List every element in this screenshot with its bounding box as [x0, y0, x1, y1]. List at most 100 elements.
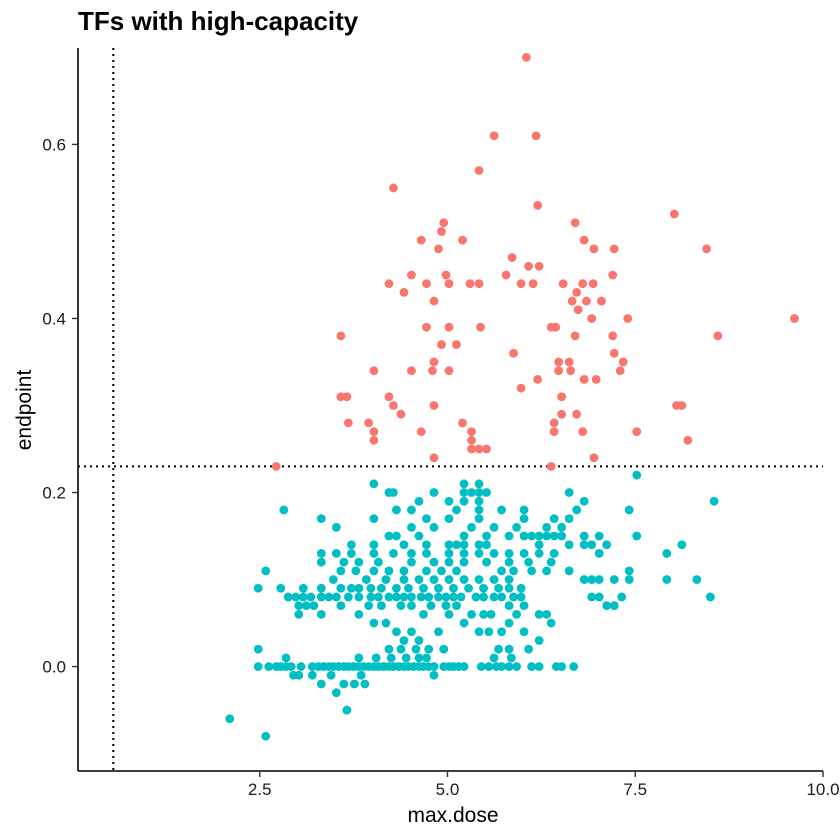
data-point — [384, 279, 394, 289]
data-point — [336, 583, 346, 593]
data-point — [572, 505, 582, 515]
data-point — [343, 592, 353, 602]
data-point — [519, 601, 529, 611]
data-point — [564, 566, 574, 576]
data-point — [392, 505, 401, 515]
data-point — [458, 235, 467, 245]
data-point — [407, 592, 416, 602]
data-point — [261, 566, 271, 576]
data-point — [354, 583, 364, 593]
data-point — [524, 644, 534, 654]
data-point — [439, 644, 449, 654]
x-tick-label: 7.5 — [623, 780, 647, 799]
data-point — [452, 601, 461, 611]
data-point — [374, 557, 383, 567]
data-point — [497, 505, 506, 515]
data-point — [618, 357, 628, 367]
data-point — [489, 592, 499, 602]
x-axis-ticks: 2.5 5.0 7.5 10.0 — [248, 771, 840, 799]
data-point — [474, 479, 484, 489]
data-point — [416, 427, 426, 437]
data-point — [271, 462, 281, 471]
data-point — [392, 592, 401, 602]
data-point — [459, 488, 469, 497]
data-point — [609, 348, 619, 358]
data-point — [504, 583, 514, 593]
data-point — [542, 609, 552, 619]
data-point — [531, 131, 541, 141]
data-point — [497, 662, 506, 671]
data-point — [316, 514, 326, 524]
data-point — [587, 592, 597, 602]
data-point — [594, 592, 604, 602]
data-point — [474, 166, 484, 175]
data-point — [489, 131, 499, 141]
data-point — [504, 644, 514, 654]
data-point — [467, 427, 476, 437]
data-point — [377, 583, 386, 593]
data-point — [429, 296, 439, 306]
data-point — [429, 670, 439, 680]
data-point — [519, 514, 529, 524]
data-point — [467, 435, 476, 445]
data-point — [264, 662, 274, 671]
y-axis-label: endpoint — [13, 370, 36, 451]
data-point — [524, 557, 534, 567]
data-point — [316, 583, 326, 593]
data-point — [615, 366, 625, 376]
data-point — [346, 549, 356, 558]
data-point — [384, 644, 394, 654]
data-point — [441, 601, 451, 611]
y-tick-label: 0.0 — [42, 658, 66, 677]
x-axis-label: max.dose — [407, 804, 498, 827]
data-point — [399, 592, 409, 602]
data-point — [484, 662, 494, 671]
data-point — [564, 514, 574, 524]
data-point — [558, 279, 568, 289]
data-point — [407, 627, 416, 637]
data-point — [389, 401, 398, 410]
data-point — [573, 305, 583, 315]
data-point — [504, 557, 514, 567]
data-point — [497, 627, 506, 637]
data-point — [459, 557, 469, 567]
data-point — [564, 488, 574, 497]
data-point — [369, 427, 379, 437]
data-point — [608, 331, 618, 341]
data-point — [790, 314, 799, 323]
data-point — [579, 496, 589, 506]
data-point — [371, 653, 381, 663]
data-point — [527, 566, 537, 576]
data-point — [396, 601, 406, 611]
data-point — [683, 435, 693, 445]
data-point — [294, 601, 304, 611]
data-point — [489, 522, 499, 532]
data-point — [624, 566, 634, 576]
data-point — [342, 705, 352, 715]
data-point — [414, 575, 424, 584]
data-point — [396, 409, 406, 419]
data-point — [384, 531, 394, 541]
data-point — [281, 653, 291, 663]
data-point — [366, 592, 376, 602]
data-point — [253, 662, 263, 671]
y-axis-ticks: 0.0 0.2 0.4 0.6 — [42, 135, 78, 677]
data-point — [429, 575, 439, 584]
data-point — [331, 688, 341, 698]
data-point — [366, 583, 376, 593]
data-point — [444, 322, 454, 332]
data-point — [381, 575, 391, 584]
data-point — [566, 366, 576, 376]
data-point — [225, 714, 235, 724]
data-point — [407, 505, 416, 515]
data-point — [624, 505, 634, 515]
data-point — [422, 566, 431, 576]
data-point — [276, 583, 286, 593]
data-point — [414, 653, 424, 663]
data-point — [474, 496, 484, 506]
data-point — [369, 366, 379, 376]
data-point — [534, 261, 544, 271]
data-point — [570, 331, 580, 341]
data-point — [306, 592, 316, 602]
